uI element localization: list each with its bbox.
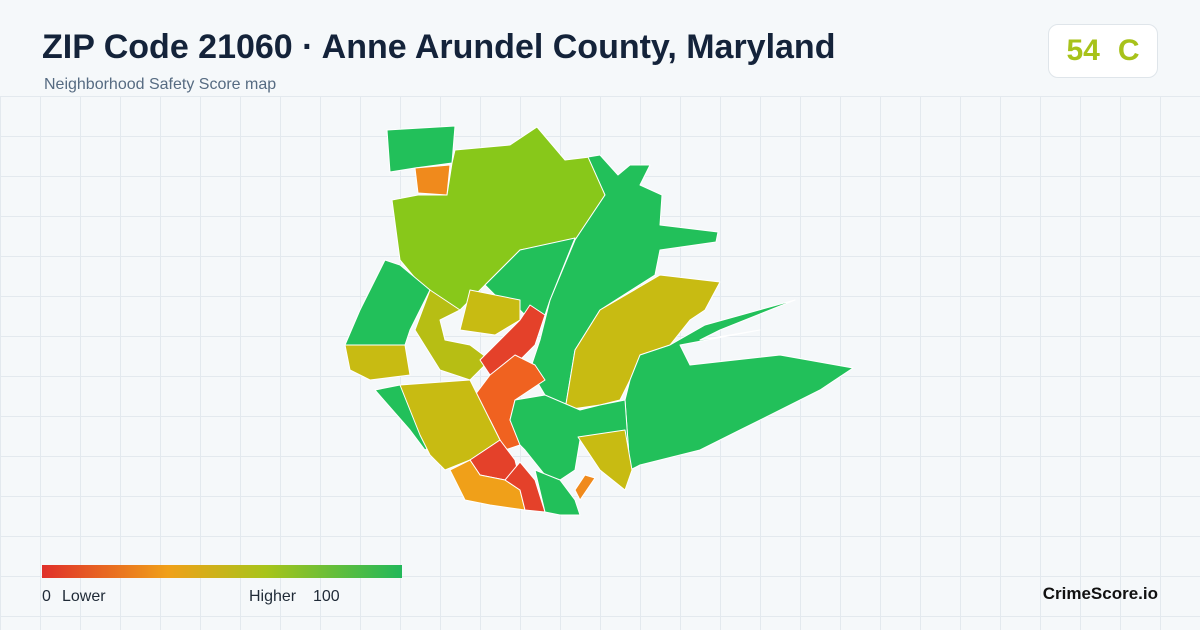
legend-max-label: Higher: [249, 588, 297, 605]
area: [414, 289, 491, 381]
legend-gradient: [42, 565, 402, 578]
area: [577, 429, 633, 491]
area: [386, 125, 456, 173]
score: 54: [1066, 34, 1100, 67]
area: [574, 474, 596, 501]
legend-min-label: Lower: [62, 588, 106, 605]
area: [479, 304, 546, 376]
area: [534, 469, 581, 516]
area: [344, 344, 411, 381]
legend-max: 100: [313, 588, 340, 605]
subtitle: Neighborhood Safety Score map: [44, 76, 277, 93]
score-badge: 54 C: [1048, 24, 1158, 78]
brand: CrimeScore.io: [1042, 584, 1158, 603]
legend-min: 0: [42, 588, 51, 605]
area: [459, 289, 521, 336]
grade: C: [1117, 34, 1140, 67]
area: [414, 164, 451, 196]
title: ZIP Code 21060 · Anne Arundel County, Ma…: [42, 28, 836, 66]
